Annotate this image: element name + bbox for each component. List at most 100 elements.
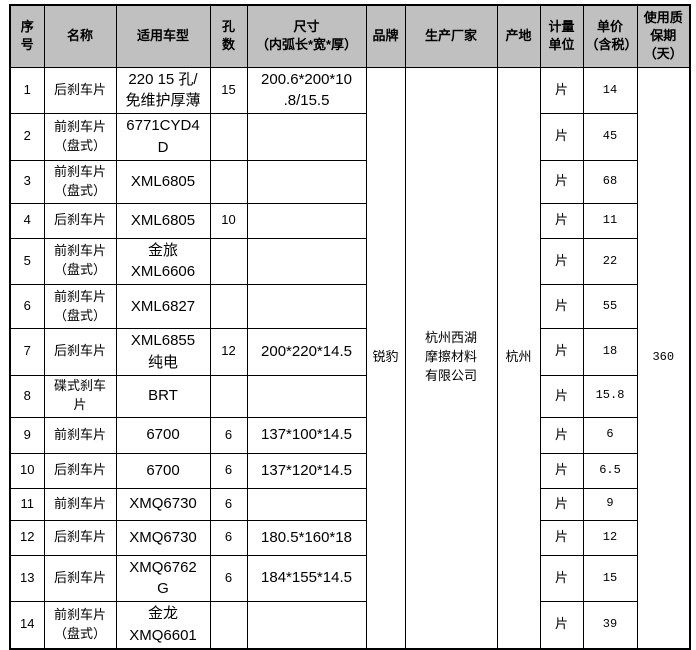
serial-cell: 8 <box>9 374 45 418</box>
unit-cell: 片 <box>539 519 584 556</box>
header-price: 单价 （含税） <box>582 4 638 68</box>
serial-cell: 2 <box>9 113 45 161</box>
holes-cell <box>209 601 248 649</box>
name-cell: 后刹车片 <box>43 66 117 114</box>
name-cell: 前刹车片 （盘式） <box>43 284 117 329</box>
size-cell <box>246 487 367 521</box>
price-cell: 11 <box>582 202 638 239</box>
table-row: 2 前刹车片 （盘式） 6771CYD4 D 片 45 <box>9 113 690 161</box>
serial-cell: 3 <box>9 159 45 204</box>
price-cell: 15 <box>582 554 638 602</box>
serial-cell: 11 <box>9 487 45 521</box>
header-manufacturer: 生产厂家 <box>404 4 498 68</box>
unit-cell: 片 <box>539 202 584 239</box>
name-cell: 后刹车片 <box>43 202 117 239</box>
size-cell <box>246 237 367 285</box>
origin-cell: 杭州 <box>496 66 541 649</box>
holes-cell: 15 <box>209 66 248 114</box>
price-cell: 18 <box>582 328 638 376</box>
model-cell: 6771CYD4 D <box>115 113 211 161</box>
unit-cell: 片 <box>539 374 584 418</box>
table-row: 4 后刹车片 XML6805 10 片 11 <box>9 202 690 239</box>
unit-cell: 片 <box>539 452 584 489</box>
unit-cell: 片 <box>539 487 584 521</box>
model-cell: 金旅 XML6606 <box>115 237 211 285</box>
holes-cell <box>209 113 248 161</box>
holes-cell: 6 <box>209 487 248 521</box>
size-cell <box>246 159 367 204</box>
unit-cell: 片 <box>539 113 584 161</box>
model-cell: BRT <box>115 374 211 418</box>
price-cell: 14 <box>582 66 638 114</box>
unit-cell: 片 <box>539 284 584 329</box>
size-cell: 180.5*160*18 <box>246 519 367 556</box>
price-cell: 15.8 <box>582 374 638 418</box>
name-cell: 前刹车片 （盘式） <box>43 237 117 285</box>
manufacturer-cell: 杭州西湖 摩擦材料 有限公司 <box>404 66 498 649</box>
table-row: 8 碟式刹车 片 BRT 片 15.8 <box>9 374 690 418</box>
name-cell: 后刹车片 <box>43 328 117 376</box>
model-cell: 6700 <box>115 416 211 454</box>
serial-cell: 14 <box>9 601 45 649</box>
header-origin: 产地 <box>496 4 541 68</box>
header-model: 适用车型 <box>115 4 211 68</box>
holes-cell <box>209 159 248 204</box>
table-row: 14 前刹车片 （盘式） 金龙 XMQ6601 片 39 <box>9 601 690 649</box>
unit-cell: 片 <box>539 328 584 376</box>
header-holes: 孔 数 <box>209 4 248 68</box>
name-cell: 后刹车片 <box>43 452 117 489</box>
unit-cell: 片 <box>539 554 584 602</box>
table-row: 11 前刹车片 XMQ6730 6 片 9 <box>9 487 690 521</box>
header-row: 序 号 名称 适用车型 孔 数 尺寸 （内弧长*宽*厚） 品牌 生产厂家 产地 … <box>9 4 691 68</box>
header-unit: 计量 单位 <box>539 4 584 68</box>
name-cell: 碟式刹车 片 <box>43 374 117 418</box>
serial-cell: 7 <box>9 328 45 376</box>
serial-cell: 13 <box>9 554 45 602</box>
price-cell: 9 <box>582 487 638 521</box>
price-cell: 45 <box>582 113 638 161</box>
table-row: 3 前刹车片 （盘式） XML6805 片 68 <box>9 159 690 204</box>
price-cell: 55 <box>582 284 638 329</box>
table-row: 5 前刹车片 （盘式） 金旅 XML6606 片 22 <box>9 237 690 285</box>
size-cell <box>246 374 367 418</box>
serial-cell: 5 <box>9 237 45 285</box>
size-cell: 200.6*200*10 .8/15.5 <box>246 66 367 114</box>
table-row: 13 后刹车片 XMQ6762 G 6 184*155*14.5 片 15 <box>9 554 690 602</box>
serial-cell: 10 <box>9 452 45 489</box>
holes-cell <box>209 284 248 329</box>
brand-cell: 锐豹 <box>365 66 406 649</box>
name-cell: 前刹车片 （盘式） <box>43 601 117 649</box>
brake-pad-price-table: 序 号 名称 适用车型 孔 数 尺寸 （内弧长*宽*厚） 品牌 生产厂家 产地 … <box>9 4 691 650</box>
header-serial: 序 号 <box>9 4 45 68</box>
price-cell: 39 <box>582 601 638 649</box>
size-cell <box>246 113 367 161</box>
name-cell: 前刹车片 （盘式） <box>43 113 117 161</box>
holes-cell <box>209 374 248 418</box>
model-cell: XML6855 纯电 <box>115 328 211 376</box>
size-cell: 137*100*14.5 <box>246 416 367 454</box>
price-cell: 6 <box>582 416 638 454</box>
size-cell <box>246 202 367 239</box>
holes-cell: 6 <box>209 416 248 454</box>
table-row: 12 后刹车片 XMQ6730 6 180.5*160*18 片 12 <box>9 519 690 556</box>
table-row: 7 后刹车片 XML6855 纯电 12 200*220*14.5 片 18 <box>9 328 690 376</box>
model-cell: 6700 <box>115 452 211 489</box>
unit-cell: 片 <box>539 66 584 114</box>
header-size: 尺寸 （内弧长*宽*厚） <box>246 4 367 68</box>
model-cell: XMQ6730 <box>115 487 211 521</box>
unit-cell: 片 <box>539 416 584 454</box>
holes-cell <box>209 237 248 285</box>
price-cell: 68 <box>582 159 638 204</box>
serial-cell: 12 <box>9 519 45 556</box>
holes-cell: 6 <box>209 519 248 556</box>
table-row: 6 前刹车片 （盘式） XML6827 片 55 <box>9 284 690 329</box>
holes-cell: 10 <box>209 202 248 239</box>
holes-cell: 6 <box>209 554 248 602</box>
size-cell: 137*120*14.5 <box>246 452 367 489</box>
table-row: 1 后刹车片 220 15 孔/ 免维护厚薄 15 200.6*200*10 .… <box>9 66 691 649</box>
name-cell: 前刹车片 （盘式） <box>43 159 117 204</box>
price-cell: 22 <box>582 237 638 285</box>
size-cell <box>246 284 367 329</box>
size-cell: 200*220*14.5 <box>246 328 367 376</box>
serial-cell: 9 <box>9 416 45 454</box>
